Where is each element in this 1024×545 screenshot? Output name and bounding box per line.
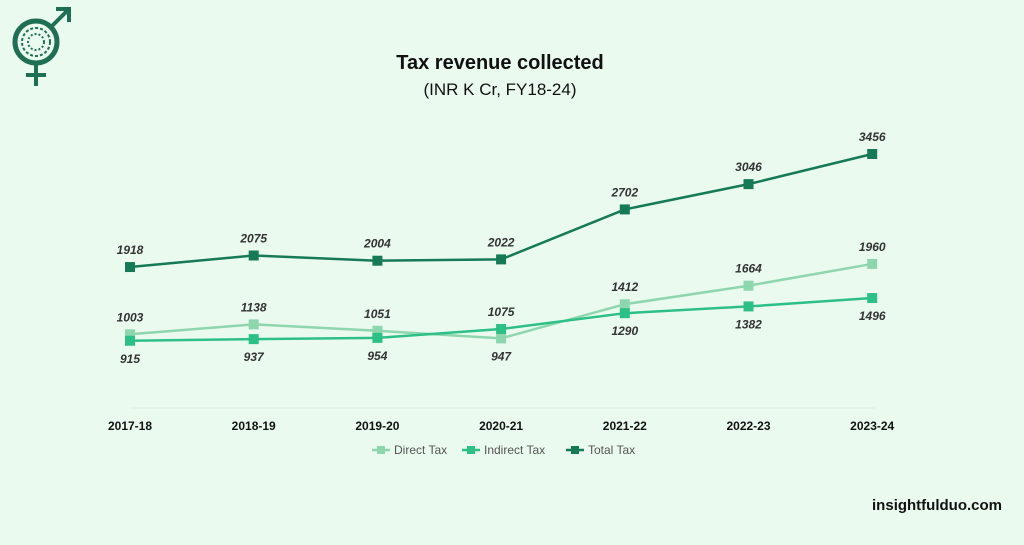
indirect-tax-marker[interactable]	[743, 301, 754, 312]
total-tax-marker[interactable]	[248, 250, 259, 261]
total-tax-marker[interactable]	[619, 204, 630, 215]
direct-tax-data-label: 1412	[611, 280, 638, 294]
legend-item-direct-tax[interactable]: Direct Tax	[372, 443, 447, 457]
watermark-text: insightfulduo.com	[872, 497, 1002, 514]
direct-tax-marker[interactable]	[125, 329, 135, 340]
legend-label: Direct Tax	[394, 443, 447, 457]
direct-tax-marker[interactable]	[496, 333, 507, 344]
legend-label: Indirect Tax	[484, 443, 545, 457]
indirect-tax-marker[interactable]	[125, 335, 135, 346]
total-tax-marker[interactable]	[743, 179, 754, 190]
total-tax-data-label: 3046	[735, 160, 762, 174]
x-tick-label: 2023-24	[850, 419, 894, 433]
direct-tax-data-label: 947	[491, 349, 512, 363]
indirect-tax-marker[interactable]	[372, 332, 383, 343]
indirect-tax-marker[interactable]	[248, 334, 259, 345]
x-tick-label: 2019-20	[355, 419, 399, 433]
indirect-tax-data-label: 937	[244, 350, 265, 364]
x-tick-label: 2021-22	[603, 419, 647, 433]
legend-swatch-marker	[377, 446, 385, 454]
direct-tax-marker[interactable]	[743, 280, 754, 291]
direct-tax-data-label: 1960	[859, 240, 886, 254]
total-tax-data-label: 2702	[610, 185, 638, 199]
total-tax-marker[interactable]	[125, 262, 135, 273]
indirect-tax-marker[interactable]	[619, 308, 630, 319]
legend-item-total-tax[interactable]: Total Tax	[566, 443, 635, 457]
total-tax-data-label: 1918	[117, 243, 144, 257]
chart-title: Tax revenue collected	[396, 52, 604, 74]
indirect-tax-data-label: 1075	[488, 305, 515, 319]
chart-subtitle: (INR K Cr, FY18-24)	[423, 80, 577, 99]
brand-logo-icon	[12, 7, 71, 86]
x-tick-label: 2017-18	[108, 419, 152, 433]
x-tick-label: 2020-21	[479, 419, 523, 433]
total-tax-data-label: 3456	[859, 130, 886, 144]
total-tax-data-label: 2022	[487, 235, 515, 249]
x-tick-label: 2018-19	[232, 419, 276, 433]
total-tax-marker[interactable]	[496, 254, 507, 265]
x-tick-label: 2022-23	[726, 419, 770, 433]
legend-swatch-marker	[571, 446, 579, 454]
direct-tax-data-label: 1664	[735, 262, 762, 276]
legend: Direct Tax Indirect Tax Total Tax	[372, 443, 635, 457]
legend-swatch-marker	[467, 446, 475, 454]
direct-tax-marker[interactable]	[867, 258, 878, 269]
direct-tax-data-label: 1138	[241, 300, 267, 314]
indirect-tax-data-label: 1496	[859, 309, 886, 323]
indirect-tax-marker[interactable]	[867, 293, 878, 304]
direct-tax-marker[interactable]	[248, 319, 259, 330]
direct-tax-data-label: 1003	[117, 310, 144, 324]
total-tax-data-label: 2075	[239, 231, 267, 245]
direct-tax-marker[interactable]	[619, 299, 630, 310]
direct-tax-marker[interactable]	[372, 325, 383, 336]
total-tax-marker[interactable]	[372, 255, 383, 266]
total-tax-marker[interactable]	[867, 149, 878, 159]
legend-label: Total Tax	[588, 443, 635, 457]
indirect-tax-data-label: 1290	[611, 324, 638, 338]
indirect-tax-marker[interactable]	[496, 323, 507, 334]
indirect-tax-data-label: 954	[367, 349, 387, 363]
indirect-tax-data-label: 915	[120, 352, 140, 366]
total-tax-data-label: 2004	[363, 237, 391, 251]
direct-tax-data-label: 1051	[364, 307, 391, 321]
legend-item-indirect-tax[interactable]: Indirect Tax	[462, 443, 545, 457]
indirect-tax-data-label: 1382	[735, 317, 762, 331]
